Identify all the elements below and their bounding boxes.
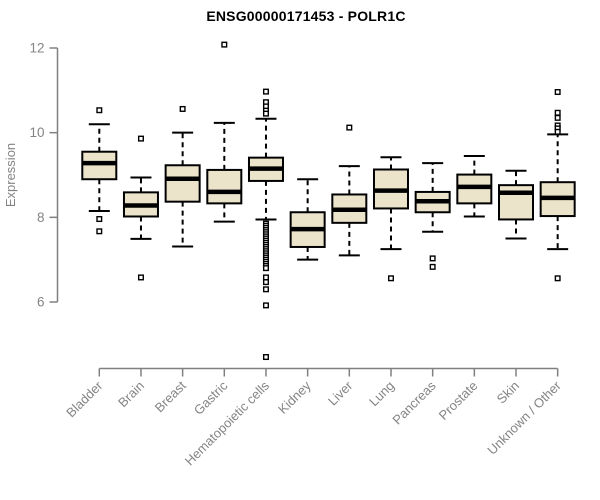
y-tick-label-6: 6 <box>37 295 45 310</box>
outlier-liver-0 <box>346 124 353 131</box>
outlier-pancreas-0 <box>429 255 436 262</box>
outlier-lung-0 <box>387 275 394 282</box>
x-category-label-brain: Brain <box>115 378 147 410</box>
outlier-bladder-1 <box>96 216 103 223</box>
outlier-pancreas-1 <box>429 263 436 270</box>
outlier-gastric-0 <box>221 41 228 48</box>
x-category-label-unknown-other: Unknown / Other <box>484 378 564 458</box>
x-category-label-bladder: Bladder <box>63 378 106 421</box>
chart-title: ENSG00000171453 - POLR1C <box>206 8 406 24</box>
box-gastric <box>206 168 243 205</box>
outlier-bladder-2 <box>96 228 103 235</box>
x-category-label-liver: Liver <box>325 378 356 409</box>
x-category-label-kidney: Kidney <box>275 378 314 417</box>
x-category-label-lung: Lung <box>366 378 397 409</box>
x-category-label-gastric: Gastric <box>191 378 231 418</box>
outlier-unknown-other-2 <box>554 114 561 121</box>
outlier-unknown-other-1 <box>554 109 561 116</box>
outlier-hematopoietic-cells-30 <box>262 302 269 309</box>
box-breast <box>164 164 201 203</box>
outlier-bladder-0 <box>96 107 103 114</box>
y-tick-label-12: 12 <box>29 41 44 56</box>
outlier-hematopoietic-cells-0 <box>262 88 269 95</box>
outlier-brain-1 <box>137 274 144 281</box>
x-category-label-pancreas: Pancreas <box>389 378 439 428</box>
outlier-hematopoietic-cells-26 <box>262 265 269 272</box>
outlier-brain-0 <box>137 135 144 142</box>
y-axis-title: Expression <box>3 143 18 207</box>
y-tick-label-8: 8 <box>37 210 45 225</box>
box-bladder <box>81 150 118 181</box>
outlier-hematopoietic-cells-29 <box>262 286 269 293</box>
outlier-breast-0 <box>179 105 186 112</box>
y-tick-label-10: 10 <box>29 125 44 140</box>
outlier-unknown-other-5 <box>554 128 561 135</box>
outlier-unknown-other-6 <box>554 275 561 282</box>
outlier-hematopoietic-cells-27 <box>262 274 269 281</box>
outlier-hematopoietic-cells-4 <box>262 110 269 117</box>
x-category-label-prostate: Prostate <box>436 378 481 423</box>
outlier-hematopoietic-cells-31 <box>262 354 269 361</box>
box-skin <box>498 184 534 221</box>
outlier-hematopoietic-cells-28 <box>262 279 269 286</box>
x-category-label-skin: Skin <box>494 378 522 406</box>
outlier-unknown-other-0 <box>554 89 561 96</box>
x-category-label-breast: Breast <box>152 378 189 415</box>
